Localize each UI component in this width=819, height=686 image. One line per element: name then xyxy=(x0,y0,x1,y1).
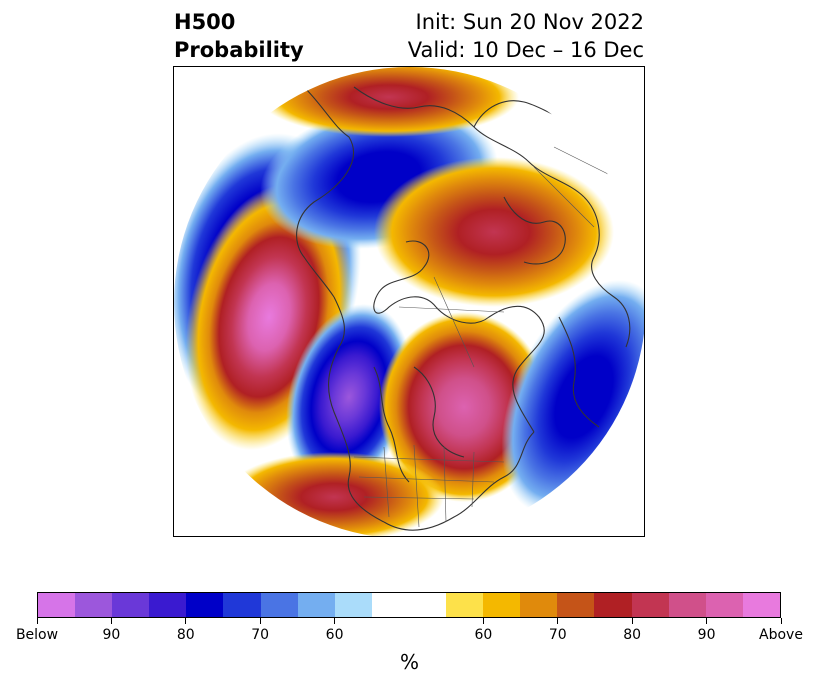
colorbar-above-segment-3 xyxy=(557,593,595,617)
valid-dates: Valid: 10 Dec – 16 Dec xyxy=(407,38,644,62)
colorbar-tick xyxy=(557,618,559,624)
init-date: Init: Sun 20 Nov 2022 xyxy=(415,10,644,34)
colorbar-tick xyxy=(482,618,484,624)
colorbar-above-segment-6 xyxy=(668,593,706,617)
colorbar-tick-label: 80 xyxy=(176,627,195,643)
colorbar-above-segment-4 xyxy=(594,593,632,617)
colorbar-above-segment-5 xyxy=(631,593,669,617)
colorbar-below-segment-0 xyxy=(38,593,76,617)
colorbar-unit-label: % xyxy=(399,650,419,674)
arctic-above-anomaly xyxy=(374,157,614,307)
colorbar-tick xyxy=(36,618,38,624)
colorbar-below-segment-6 xyxy=(260,593,298,617)
colorbar-tick xyxy=(631,618,633,624)
colorbar-below-segment-8 xyxy=(334,593,372,617)
colorbar-below-segment-5 xyxy=(223,593,261,617)
colorbar-tick xyxy=(780,618,782,624)
colorbar-tick xyxy=(259,618,261,624)
title-left: H500 Probability xyxy=(174,8,304,64)
colorbar-above-segment-8 xyxy=(742,593,780,617)
colorbar-below-segment-7 xyxy=(297,593,335,617)
colorbar-tick xyxy=(334,618,336,624)
map-canvas xyxy=(174,67,644,536)
product-title: Probability xyxy=(174,38,304,62)
western-na-below-anomaly xyxy=(286,303,412,491)
colorbar-tick xyxy=(185,618,187,624)
colorbar-below-segment-4 xyxy=(186,593,224,617)
colorbar-neutral-segment xyxy=(371,593,447,617)
probability-map xyxy=(173,66,645,537)
colorbar-tick-label: 70 xyxy=(548,627,567,643)
colorbar-tick xyxy=(706,618,708,624)
colorbar-tick-label: 60 xyxy=(474,627,493,643)
coastlines xyxy=(296,86,631,531)
colorbar-above-segment-2 xyxy=(520,593,558,617)
colorbar-tick-label: 90 xyxy=(697,627,716,643)
political-borders xyxy=(353,146,615,528)
colorbar-below-segment-2 xyxy=(112,593,150,617)
title-right: Init: Sun 20 Nov 2022 Valid: 10 Dec – 16… xyxy=(408,8,644,64)
colorbar-tick-label: 90 xyxy=(102,627,121,643)
colorbar-below-segment-3 xyxy=(149,593,187,617)
colorbar-above-segment-7 xyxy=(705,593,743,617)
variable-title: H500 xyxy=(174,10,236,34)
colorbar-tick-label: Above xyxy=(759,627,803,643)
colorbar-tick-label: Below xyxy=(15,627,59,643)
colorbar-tick-label: 70 xyxy=(251,627,270,643)
colorbar-tick-label: 60 xyxy=(325,627,344,643)
colorbar-tick-label: 80 xyxy=(623,627,642,643)
colorbar-above-segment-1 xyxy=(483,593,521,617)
colorbar xyxy=(37,592,781,618)
colorbar-tick xyxy=(110,618,112,624)
colorbar-above-segment-0 xyxy=(446,593,484,617)
colorbar-below-segment-1 xyxy=(75,593,113,617)
